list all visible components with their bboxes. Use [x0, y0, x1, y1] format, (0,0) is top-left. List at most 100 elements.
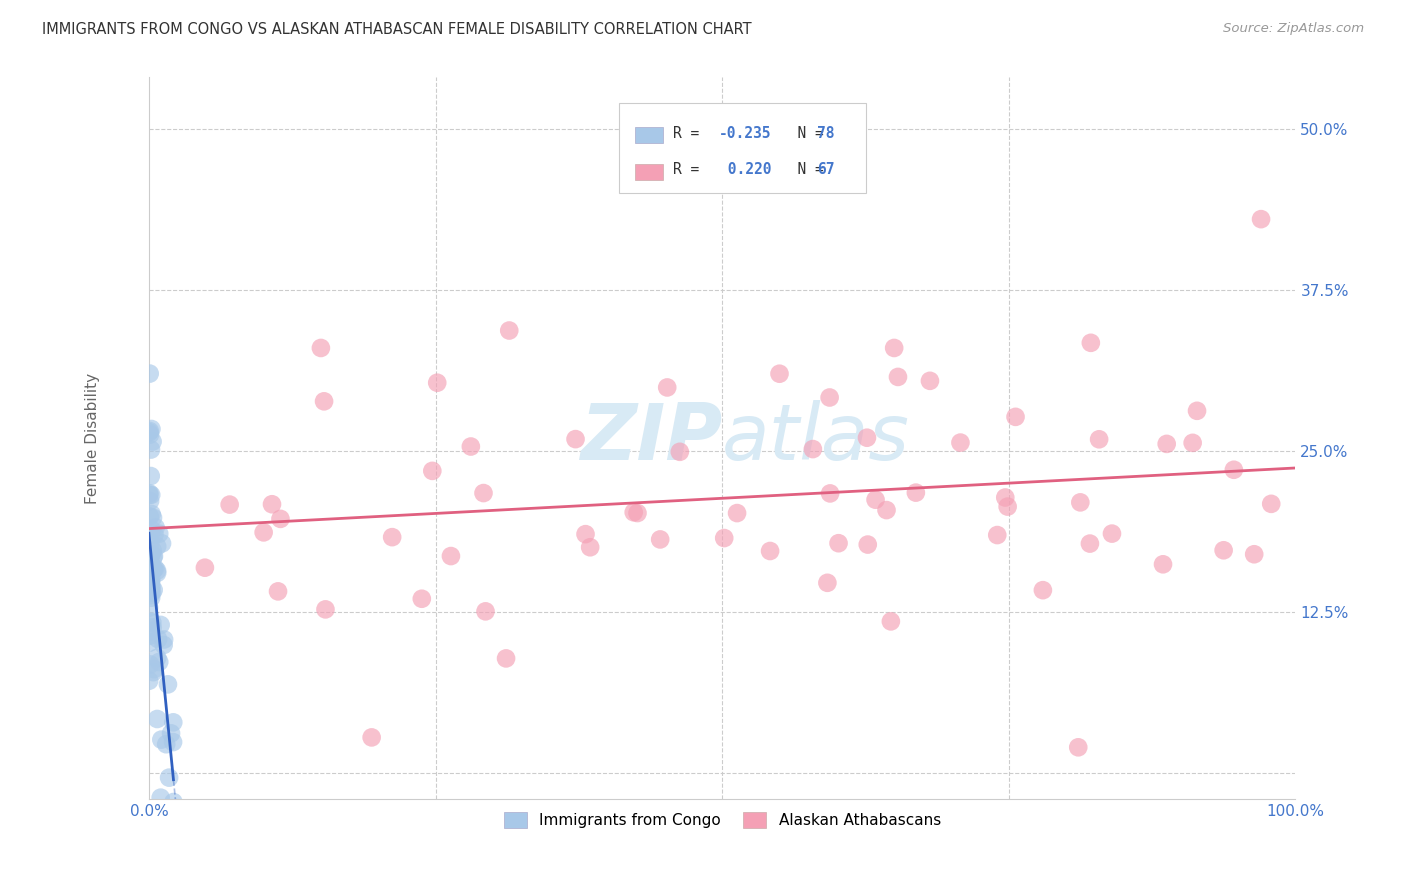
Point	[142, 434, 165, 449]
Point	[138, 425, 160, 440]
Point	[142, 582, 165, 597]
Point	[657, 380, 679, 394]
Point	[1260, 497, 1282, 511]
Legend: Immigrants from Congo, Alaskan Athabascans: Immigrants from Congo, Alaskan Athabasca…	[498, 806, 946, 835]
Point	[138, 488, 160, 502]
Point	[997, 500, 1019, 514]
Point	[146, 712, 169, 726]
Point	[157, 771, 180, 785]
Point	[146, 540, 169, 554]
Point	[139, 494, 162, 508]
Text: 78: 78	[817, 126, 835, 141]
Point	[574, 527, 596, 541]
Point	[153, 810, 176, 824]
Text: atlas: atlas	[723, 401, 910, 476]
Point	[253, 525, 276, 540]
Point	[818, 391, 841, 405]
FancyBboxPatch shape	[619, 103, 866, 193]
Point	[1243, 547, 1265, 561]
Text: R =: R =	[673, 126, 707, 141]
Point	[815, 575, 838, 590]
Point	[141, 585, 163, 599]
Text: IMMIGRANTS FROM CONGO VS ALASKAN ATHABASCAN FEMALE DISABILITY CORRELATION CHART: IMMIGRANTS FROM CONGO VS ALASKAN ATHABAS…	[42, 22, 752, 37]
Point	[148, 655, 170, 669]
Point	[153, 632, 176, 647]
Y-axis label: Female Disability: Female Disability	[86, 373, 100, 504]
Point	[564, 432, 586, 446]
Point	[141, 558, 163, 572]
Point	[1004, 409, 1026, 424]
Point	[152, 638, 174, 652]
Point	[138, 635, 160, 649]
Point	[1156, 437, 1178, 451]
Point	[986, 528, 1008, 542]
Point	[139, 442, 162, 457]
Point	[139, 424, 162, 438]
Point	[1101, 526, 1123, 541]
Point	[139, 615, 162, 629]
Point	[142, 562, 165, 576]
Point	[139, 564, 162, 578]
Point	[139, 584, 162, 599]
Point	[887, 370, 910, 384]
Point	[994, 491, 1017, 505]
Point	[141, 615, 163, 630]
Point	[650, 533, 672, 547]
Point	[713, 531, 735, 545]
Point	[880, 615, 903, 629]
Point	[138, 486, 160, 500]
Point	[725, 506, 748, 520]
Point	[1181, 435, 1204, 450]
Point	[139, 591, 162, 605]
Point	[141, 422, 163, 436]
Point	[142, 543, 165, 558]
Point	[139, 558, 162, 572]
Point	[883, 341, 905, 355]
Point	[162, 715, 184, 730]
Point	[768, 367, 790, 381]
Point	[141, 563, 163, 577]
Point	[160, 818, 183, 832]
Point	[149, 790, 172, 805]
Point	[139, 535, 162, 549]
Point	[420, 464, 443, 478]
FancyBboxPatch shape	[636, 164, 662, 180]
Point	[949, 435, 972, 450]
Text: 67: 67	[817, 161, 835, 177]
Point	[139, 588, 162, 602]
Point	[146, 566, 169, 580]
Point	[162, 795, 184, 809]
Point	[139, 575, 162, 590]
Text: Source: ZipAtlas.com: Source: ZipAtlas.com	[1223, 22, 1364, 36]
Point	[460, 440, 482, 454]
Point	[876, 503, 898, 517]
Point	[138, 581, 160, 595]
Point	[146, 650, 169, 665]
Point	[759, 544, 782, 558]
Point	[267, 584, 290, 599]
Point	[139, 427, 162, 442]
Point	[1067, 740, 1090, 755]
Point	[149, 618, 172, 632]
Text: -0.235: -0.235	[718, 126, 772, 141]
Point	[148, 526, 170, 541]
Point	[472, 486, 495, 500]
Text: N =: N =	[779, 161, 832, 177]
Point	[142, 550, 165, 565]
Point	[141, 488, 163, 502]
Point	[1088, 432, 1111, 446]
Point	[139, 657, 162, 672]
Point	[139, 549, 162, 564]
FancyBboxPatch shape	[636, 127, 662, 143]
Point	[1212, 543, 1234, 558]
Point	[146, 564, 169, 578]
Point	[626, 506, 648, 520]
Point	[440, 549, 463, 563]
Point	[498, 324, 520, 338]
Point	[138, 367, 160, 381]
Point	[1078, 536, 1101, 550]
Point	[474, 604, 496, 618]
Point	[856, 538, 879, 552]
Point	[1152, 558, 1174, 572]
Point	[139, 575, 162, 590]
